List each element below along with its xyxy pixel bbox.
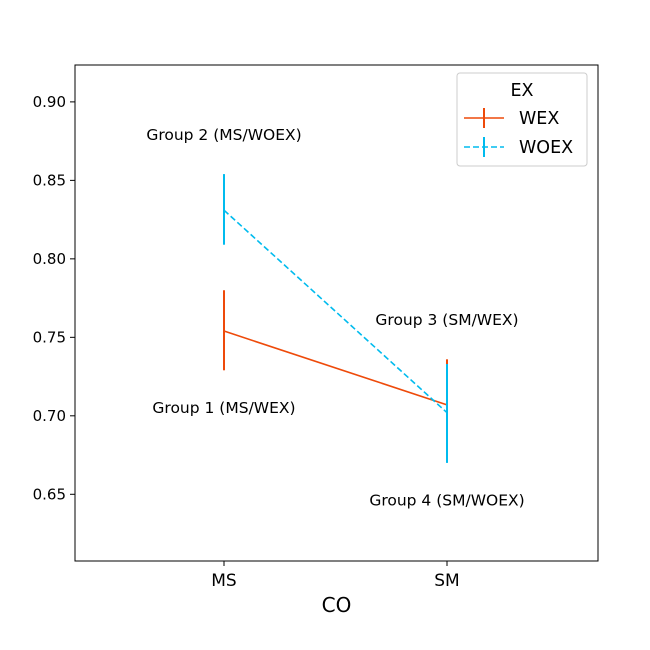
- x-axis-label: CO: [322, 593, 352, 617]
- series-layer: [223, 174, 448, 463]
- series-line-woex: [223, 209, 448, 414]
- series-line-wex: [223, 330, 448, 406]
- y-tick-label: 0.75: [33, 328, 66, 346]
- series-woex: [223, 174, 448, 463]
- legend-title: EX: [510, 81, 533, 101]
- y-tick-label: 0.85: [33, 171, 66, 189]
- y-tick-label: 0.80: [33, 250, 66, 268]
- x-tick-label: MS: [211, 571, 236, 591]
- group-annotation: Group 1 (MS/WEX): [152, 399, 295, 417]
- y-tick-label: 0.65: [33, 485, 66, 503]
- legend-label-wex: WEX: [519, 109, 559, 129]
- y-tick-label: 0.70: [33, 407, 66, 425]
- group-annotation: Group 3 (SM/WEX): [375, 311, 518, 329]
- group-annotation: Group 4 (SM/WOEX): [369, 492, 524, 510]
- x-axis: MS SM: [211, 561, 460, 591]
- y-axis: 0.65 0.70 0.75 0.80 0.85 0.90: [33, 93, 75, 503]
- annotations: Group 1 (MS/WEX) Group 2 (MS/WOEX) Group 3…: [146, 126, 524, 510]
- x-tick-label: SM: [434, 571, 459, 591]
- y-tick-label: 0.90: [33, 93, 66, 111]
- legend: EX WEX WOEX: [456, 72, 588, 167]
- group-annotation: Group 2 (MS/WOEX): [146, 126, 301, 144]
- plot-frame: [74, 64, 599, 562]
- legend-label-woex: WOEX: [519, 138, 573, 158]
- legend-frame: [456, 72, 588, 167]
